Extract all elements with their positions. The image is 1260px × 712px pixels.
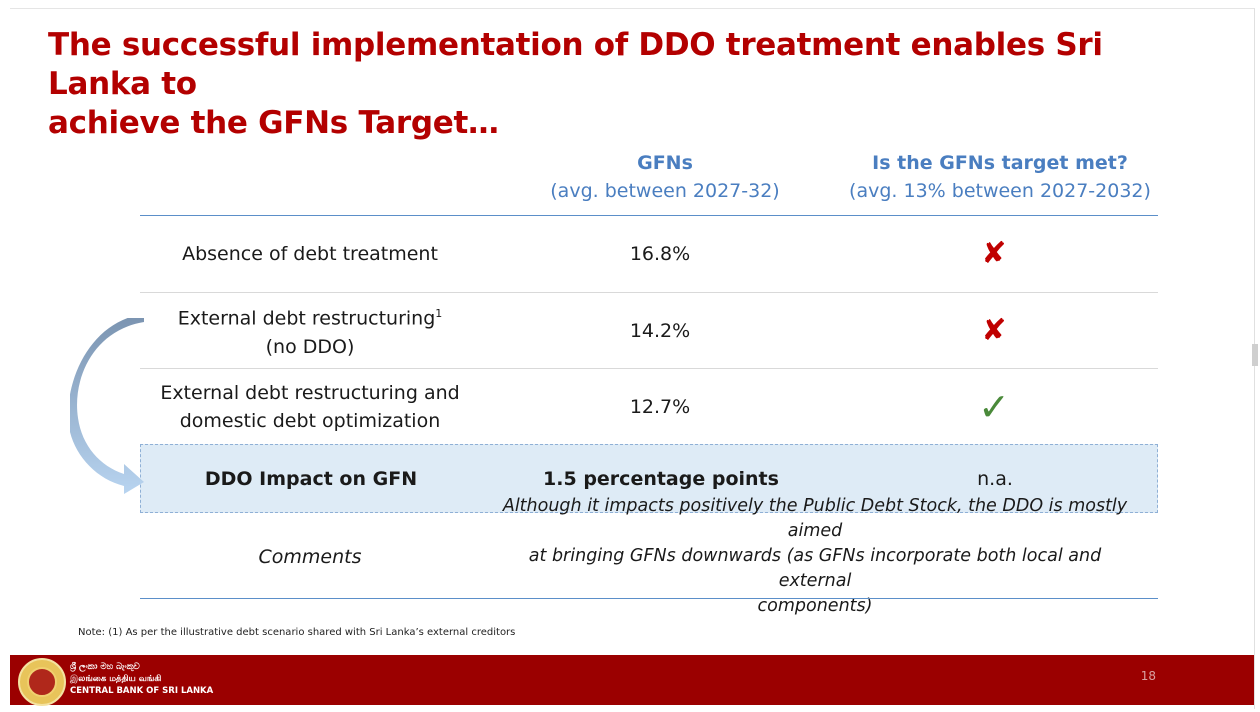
comments-text: Although it impacts positively the Publi… <box>490 496 1140 616</box>
row-gfn-value: 14.2% <box>629 319 691 342</box>
comments-row: Comments Although it impacts positively … <box>140 496 1158 616</box>
slide-title-line2: achieve the GFNs Target… <box>48 105 499 141</box>
bank-name-english: CENTRAL BANK OF SRI LANKA <box>70 686 214 696</box>
row-label: Absence of debt treatment <box>182 243 438 265</box>
footer-bar: ශ්‍රී ලංකා මහ බැංකුව இலங்கை மத்திய வங்கி… <box>10 655 1254 706</box>
comments-line1: Although it impacts positively the Publi… <box>502 496 1128 541</box>
slide <box>10 8 1255 709</box>
row-gfn-value: 16.8% <box>629 243 691 265</box>
column-header-gfns-sub: (avg. between 2027-32) <box>550 180 780 202</box>
ddo-label: DDO Impact on GFN <box>204 467 418 490</box>
bank-name-tamil: இலங்கை மத்திய வங்கி <box>70 674 162 684</box>
page-number: 18 <box>1140 669 1156 683</box>
cross-icon: ✘ <box>981 236 1007 271</box>
column-header-target-sub: (avg. 13% between 2027-2032) <box>849 180 1151 202</box>
column-header-target: Is the GFNs target met? (avg. 13% betwee… <box>830 149 1170 205</box>
row-gfn-value: 12.7% <box>629 395 691 418</box>
curved-arrow-icon <box>70 318 144 494</box>
central-bank-seal-icon <box>18 658 66 706</box>
table-row: External debt restructuring1 (no DDO) 14… <box>140 293 1158 368</box>
row-label: External debt restructuring1 (no DDO) <box>140 293 480 368</box>
row-divider <box>140 292 1158 293</box>
ddo-target-value: n.a. <box>977 467 1013 490</box>
row-label-line2: domestic debt optimization <box>179 409 441 432</box>
table-bottom-divider <box>140 598 1158 599</box>
bank-name-sinhala: ශ්‍රී ලංකා මහ බැංකුව <box>70 662 140 672</box>
row-label-line2: (no DDO) <box>265 335 355 358</box>
check-icon: ✓ <box>978 384 1010 429</box>
scrollbar-thumb[interactable] <box>1252 344 1258 366</box>
bank-name: ශ්‍රී ලංකා මහ බැංකුව இலங்கை மத்திய வங்கி… <box>70 661 213 697</box>
row-label-line1: External debt restructuring <box>177 307 436 330</box>
slide-title-line1: The successful implementation of DDO tre… <box>48 27 1103 102</box>
column-header-gfns-title: GFNs <box>637 152 693 174</box>
row-label: External debt restructuring and domestic… <box>140 369 480 444</box>
comments-line2: at bringing GFNs downwards (as GFNs inco… <box>528 546 1102 591</box>
header-divider <box>140 215 1158 216</box>
comments-label: Comments <box>258 545 362 568</box>
column-header-gfns: GFNs (avg. between 2027-32) <box>520 149 810 205</box>
ddo-gfn-value: 1.5 percentage points <box>543 467 779 490</box>
row-divider <box>140 368 1158 369</box>
footnote-marker: 1 <box>435 307 443 321</box>
table-row: Absence of debt treatment 16.8% ✘ <box>140 216 1158 292</box>
ddo-impact-row: DDO Impact on GFN 1.5 percentage points … <box>140 444 1158 513</box>
table-row: External debt restructuring and domestic… <box>140 369 1158 444</box>
cross-icon: ✘ <box>981 312 1007 348</box>
footnote: Note: (1) As per the illustrative debt s… <box>78 627 516 638</box>
slide-title: The successful implementation of DDO tre… <box>48 26 1198 143</box>
row-label-line1: External debt restructuring and <box>160 381 460 404</box>
column-header-target-title: Is the GFNs target met? <box>872 152 1128 174</box>
comments-line3: components) <box>757 596 873 616</box>
